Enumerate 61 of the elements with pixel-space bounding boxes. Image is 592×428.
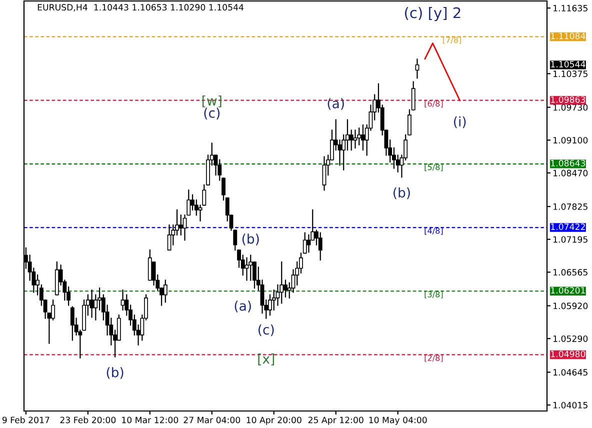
candlestick: [284, 280, 288, 298]
annotation: (c) [y] 2: [404, 6, 460, 22]
y-tick-label: 1.10375: [554, 70, 588, 78]
x-tick-label: 25 Apr 12:00: [308, 416, 364, 425]
annotation: (b): [242, 234, 259, 246]
annotation: [6/8]: [424, 100, 443, 108]
y-tick-label: 1.07195: [554, 236, 588, 243]
candlestick: [148, 249, 152, 281]
x-tick-label: 23 Feb 20:00: [60, 416, 116, 424]
candlestick: [322, 156, 326, 191]
x-tick-label: 10 Mar 12:00: [122, 416, 178, 424]
annotation: (c): [258, 324, 274, 336]
ref-line-label: 1.04980: [551, 350, 586, 358]
ref-line-label: 1.08643: [551, 160, 586, 166]
candlestick: [280, 261, 284, 304]
y-tick-label: 1.09100: [554, 136, 588, 144]
x-tick-label: 10 May 04:00: [369, 416, 427, 425]
annotation: (b): [106, 367, 124, 379]
candlestick: [167, 224, 172, 251]
y-tick-label: 1.04015: [554, 402, 588, 408]
candlestick: [90, 290, 94, 318]
candlestick: [178, 214, 183, 236]
ref-line-label: 1.07422: [551, 224, 585, 230]
candlestick: [51, 299, 56, 320]
x-tick-label: 9 Feb 2017: [2, 416, 50, 424]
y-tick-label: 1.11635: [554, 4, 588, 12]
candlestick: [318, 232, 322, 260]
ref-line-label: 1.11084: [551, 32, 586, 40]
candlestick: [353, 130, 358, 148]
y-tick-label: 1.05920: [554, 302, 588, 310]
annotation: [2/8]: [424, 354, 443, 362]
text: 1.10544: [551, 60, 586, 68]
candlestick: [70, 306, 74, 341]
y-tick-label: 1.07825: [554, 203, 588, 210]
ref-line-label: 1.09863: [551, 96, 586, 103]
y-tick-label: 1.05290: [554, 335, 588, 342]
candlestick: [361, 124, 365, 151]
candlestick: [244, 257, 249, 281]
candlestick: [248, 254, 253, 281]
y-tick-label: 1.06565: [554, 269, 588, 276]
candlestick: [163, 280, 168, 303]
y-tick-label: 1.08470: [554, 170, 588, 176]
annotation: (i): [454, 116, 466, 128]
candlestick: [357, 128, 362, 146]
candlestick: [120, 290, 125, 310]
x-tick-label: 27 Mar 04:00: [184, 416, 240, 424]
y-tick-label: 1.04645: [554, 369, 588, 376]
candlestick: [411, 81, 416, 110]
annotation: [3/8]: [424, 291, 443, 298]
candlestick: [306, 234, 311, 253]
x-tick-label: 10 Apr 20:00: [246, 416, 302, 425]
annotation: (b): [394, 187, 410, 200]
chart-title: EURUSD,H4 1.10443 1.10653 1.10290 1.10544: [38, 4, 244, 12]
annotation: (a): [234, 300, 251, 312]
ref-line-label: 1.06201: [551, 287, 585, 294]
candlestick: [415, 58, 420, 79]
annotation: [7/8]: [443, 36, 461, 44]
candlestick: [349, 130, 354, 151]
annotation: (a): [328, 98, 344, 110]
annotation: (c): [204, 108, 220, 120]
annotation: [x]: [258, 354, 274, 366]
